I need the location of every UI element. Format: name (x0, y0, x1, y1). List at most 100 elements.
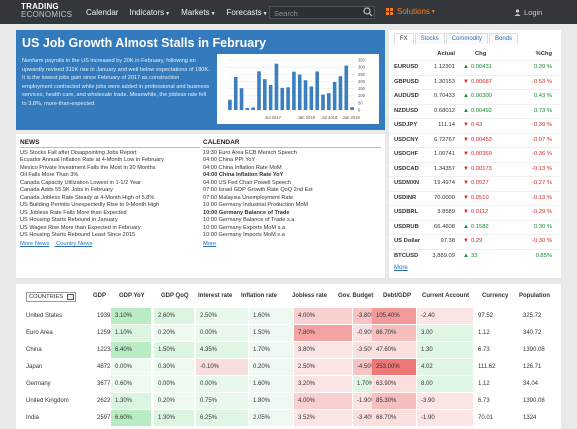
country-row[interactable]: United States 19391 3.10% 2.60% 2.50% 1.60% 4.… (16, 308, 561, 324)
market-symbol[interactable]: USDCAD (394, 165, 419, 172)
calendar-more-link[interactable]: More (203, 241, 217, 248)
col-header[interactable]: Inflation rate (241, 293, 278, 299)
tab-stocks[interactable]: Stocks (414, 33, 445, 44)
calendar-item[interactable]: 04:00 China Inflation Rate MoM (203, 164, 282, 171)
calendar-item[interactable]: 10:00 Germany Industrial Production MoM (203, 202, 309, 209)
country-news-link[interactable]: Country News (55, 241, 93, 248)
col-header[interactable]: Currency (482, 293, 509, 299)
market-row[interactable]: USDINR 70.0000 ▼ 0.0510 -0.13 % (389, 190, 561, 205)
market-symbol[interactable]: US Dollar (394, 238, 421, 244)
market-symbol[interactable]: USDINR (394, 194, 417, 201)
site-logo[interactable]: TRADING ECONOMICS (21, 3, 72, 19)
market-symbol[interactable]: AUDUSD (394, 93, 419, 99)
news-item[interactable]: US Stocks Fall after Disappointing Jobs … (20, 150, 137, 156)
nav-indicators[interactable]: Indicators▼ (129, 8, 170, 17)
country-name[interactable]: Japan (26, 364, 43, 370)
market-symbol[interactable]: EURUSD (394, 64, 419, 70)
calendar-item[interactable]: 10:00 Germany Exports MoM s.a (203, 224, 286, 231)
country-name[interactable]: Euro Area (26, 330, 53, 336)
country-row[interactable]: Japan 4872 0.00% 0.30% -0.10% 0.20% 2.50% -4.50… (16, 359, 561, 375)
calendar-item[interactable]: 04:00 US Fed Chair Powell Speech (203, 179, 291, 186)
market-row[interactable]: USDJPY 111.14 ▼ 0.43 -0.39 % (389, 118, 561, 132)
calendar-item[interactable]: 10:00 Germany Balance of Trade (203, 209, 290, 216)
nav-calendar[interactable]: Calendar (86, 8, 118, 17)
market-row[interactable]: USDCHF 1.00741 ▼ 0.00369 -0.36 % (389, 147, 561, 161)
market-row[interactable]: US Dollar 97.38 ▼ 0.29 -0.30 % (389, 234, 561, 248)
calendar-item[interactable]: 10:00 Germany Imports MoM s.a (203, 231, 285, 238)
market-symbol[interactable]: BTCUSD (394, 252, 419, 259)
col-header[interactable]: GDP YoY (119, 293, 145, 299)
calendar-item[interactable]: 19:30 Euro Area ECB Mersch Speech (203, 150, 297, 156)
market-symbol[interactable]: USDCNY (394, 136, 419, 143)
market-row[interactable]: USDBRL 3.8589 ▼ 0.0112 -0.29 % (389, 205, 561, 219)
bar (309, 86, 314, 110)
market-symbol[interactable]: USDBRL (394, 209, 419, 215)
market-row[interactable]: AUDUSD 0.70433 ▲ 0.00300 0.43 % (389, 89, 561, 103)
news-item[interactable]: Oil Falls More Than 3% (20, 172, 79, 179)
country-row[interactable]: Germany 3677 0.60% 0.00% 0.00% 1.60% 3.20% 1.70… (16, 376, 561, 392)
market-symbol[interactable]: NZDUSD (394, 107, 419, 114)
nav-markets[interactable]: Markets▼ (181, 8, 215, 17)
news-item[interactable]: Canada Jobless Rate Steady at 4-Month Hi… (20, 194, 155, 201)
news-item[interactable]: US Housing Starts Rebound Least Since 20… (20, 231, 136, 238)
market-symbol[interactable]: USDCHF (394, 151, 419, 157)
news-item[interactable]: Canada Adds 55.9K Jobs in February (20, 187, 113, 194)
market-symbol[interactable]: USDMXN (394, 180, 420, 186)
col-header[interactable]: GDP (93, 293, 107, 299)
market-row[interactable]: EURUSD 1.12301 ▲ 0.00431 0.39 % (389, 60, 561, 74)
news-item[interactable]: US Wages Rise More than Expected in Febr… (20, 224, 141, 231)
countries-select[interactable]: COUNTRIES (26, 292, 76, 302)
country-row[interactable]: China 12238 6.40% 1.50% 4.35% 1.70% 3.80% -3.50… (16, 342, 561, 358)
country-name[interactable]: United Kingdom (26, 398, 69, 404)
calendar-item[interactable]: 04:00 China Inflation Rate YoY (203, 172, 284, 179)
more-news-link[interactable]: More News (20, 241, 50, 248)
country-name[interactable]: India (26, 415, 40, 421)
market-row[interactable]: GBPUSD 1.30153 ▼ 0.00687 -0.53 % (389, 74, 561, 89)
news-item[interactable]: Ecuador Annual Inflation Rate at 4-Month… (20, 157, 164, 164)
search-input[interactable]: Search (269, 6, 375, 19)
login-link[interactable]: Login (514, 8, 542, 17)
country-row[interactable]: United Kingdom 2622 1.30% 0.20% 0.75% 1.80% 4.… (16, 393, 561, 409)
tab-fx[interactable]: FX (394, 33, 414, 44)
col-header[interactable]: GDP QoQ (161, 293, 189, 299)
col-header[interactable]: Gov. Budget (338, 293, 374, 299)
market-symbol[interactable]: USDRUB (394, 223, 419, 230)
bar (233, 77, 238, 110)
tab-commodity[interactable]: Commodity (445, 33, 489, 44)
calendar-item[interactable]: 07:00 Malaysia Unemployment Rate (203, 194, 294, 201)
market-row[interactable]: BTCUSD 3,889.09 ▲ 33 0.85% (389, 248, 561, 263)
search-icon[interactable] (363, 7, 373, 17)
news-item[interactable]: Mexico Private Investment Falls the Most… (20, 164, 156, 171)
calendar-item[interactable]: 04:00 China PPI YoY (203, 157, 256, 164)
col-header[interactable]: Debt/GDP (383, 293, 412, 299)
country-ca: 4.02 (417, 359, 473, 375)
country-row[interactable]: Euro Area 12590 1.10% 0.20% 0.00% 1.50% 7.80% -… (16, 325, 561, 341)
market-symbol[interactable]: GBPUSD (394, 78, 419, 85)
countries-table: COUNTRIES GDP GDP YoY GDP QoQ Interest rate… (16, 284, 561, 429)
market-row[interactable]: USDRUB 66.4608 ▲ 0.1582 0.30 % (389, 219, 561, 234)
market-more-link[interactable]: More (394, 265, 408, 271)
market-row[interactable]: NZDUSD 0.68012 ▲ 0.00492 0.73 % (389, 103, 561, 118)
solutions-menu[interactable]: Solutions ▼ (386, 7, 436, 16)
col-header[interactable]: Interest rate (198, 293, 233, 299)
country-name[interactable]: United States (26, 313, 63, 319)
news-item[interactable]: US Building Permits Unexpectedly Rise to… (20, 202, 160, 209)
market-row[interactable]: USDMXN 19.4974 ▼ 0.0527 -0.27 % (389, 176, 561, 190)
calendar-item[interactable]: 10:00 Germany Balance of Trade s.a (203, 217, 295, 224)
market-symbol[interactable]: USDJPY (394, 122, 418, 128)
col-header[interactable]: Jobless rate (292, 293, 328, 299)
news-item[interactable]: US Housing Starts Rebound in January (20, 217, 118, 224)
market-row[interactable]: USDCAD 1.34357 ▼ 0.00173 -0.13 % (389, 161, 561, 176)
market-row[interactable]: USDCNY 6.72767 ▼ 0.00453 -0.07 % (389, 132, 561, 147)
country-name[interactable]: Germany (26, 381, 51, 387)
headline-title[interactable]: US Job Growth Almost Stalls in February (22, 36, 267, 50)
col-header[interactable]: Population (519, 293, 550, 299)
calendar-item[interactable]: 07:00 Israel GDP Growth Rate QoQ 2nd Est (203, 187, 313, 194)
tab-bonds[interactable]: Bonds (489, 33, 519, 44)
country-name[interactable]: China (26, 347, 42, 353)
nav-forecasts[interactable]: Forecasts▼ (227, 8, 268, 17)
country-row[interactable]: India 2597 6.60% 1.30% 6.25% 2.05% 3.52% -3.40%… (16, 410, 561, 426)
col-header[interactable]: Current Account (422, 293, 470, 299)
news-item[interactable]: US Jobless Rate Falls More than Expected (20, 209, 127, 216)
news-item[interactable]: Canada Capacity Utilization Lowest in 1-… (20, 179, 141, 186)
